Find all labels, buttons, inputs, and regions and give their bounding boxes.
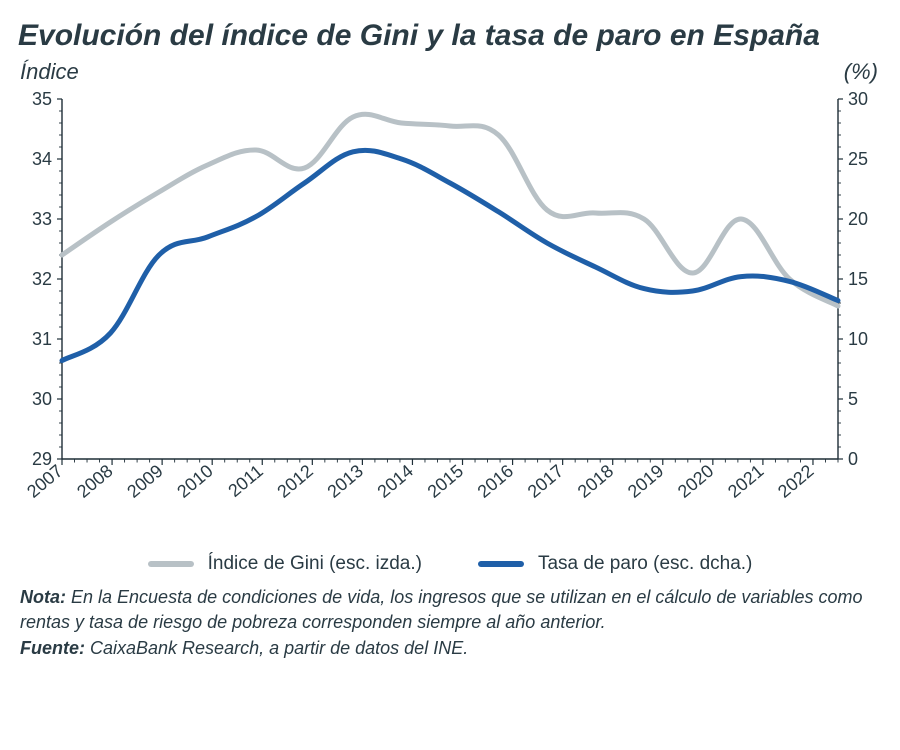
svg-text:2008: 2008 (73, 461, 117, 502)
legend-item-gini: Índice de Gini (esc. izda.) (148, 553, 422, 575)
legend-swatch-paro (478, 561, 524, 567)
legend-swatch-gini (148, 561, 194, 567)
svg-text:2019: 2019 (624, 461, 668, 502)
legend-label-gini: Índice de Gini (esc. izda.) (208, 553, 422, 575)
svg-text:35: 35 (32, 89, 52, 109)
series-gini (62, 115, 838, 307)
chart-title: Evolución del índice de Gini y la tasa d… (18, 18, 882, 53)
svg-text:2009: 2009 (123, 461, 167, 502)
svg-text:2016: 2016 (474, 461, 518, 502)
svg-text:15: 15 (848, 269, 868, 289)
svg-text:2011: 2011 (224, 461, 267, 501)
svg-text:32: 32 (32, 269, 52, 289)
note-label: Nota: (20, 587, 66, 607)
svg-text:2021: 2021 (724, 461, 768, 502)
svg-text:30: 30 (32, 389, 52, 409)
svg-text:5: 5 (848, 389, 858, 409)
svg-text:2010: 2010 (173, 461, 217, 502)
source-text: CaixaBank Research, a partir de datos de… (85, 638, 468, 658)
legend: Índice de Gini (esc. izda.) Tasa de paro… (18, 553, 882, 575)
svg-text:2017: 2017 (524, 461, 568, 502)
svg-text:31: 31 (32, 329, 52, 349)
svg-text:0: 0 (848, 449, 858, 469)
legend-item-paro: Tasa de paro (esc. dcha.) (478, 553, 752, 575)
source-label: Fuente: (20, 638, 85, 658)
svg-text:2022: 2022 (774, 461, 818, 502)
svg-text:34: 34 (32, 149, 52, 169)
svg-text:25: 25 (848, 149, 868, 169)
svg-text:30: 30 (848, 89, 868, 109)
footnotes: Nota: En la Encuesta de condiciones de v… (18, 585, 882, 660)
svg-text:2013: 2013 (323, 461, 367, 502)
svg-text:2020: 2020 (674, 461, 718, 502)
legend-label-paro: Tasa de paro (esc. dcha.) (538, 553, 752, 575)
svg-text:2012: 2012 (273, 461, 317, 502)
svg-text:20: 20 (848, 209, 868, 229)
svg-text:2014: 2014 (373, 461, 417, 502)
svg-text:10: 10 (848, 329, 868, 349)
note-text: En la Encuesta de condiciones de vida, l… (20, 587, 862, 631)
y-left-axis-label: Índice (20, 59, 79, 85)
y-right-axis-label: (%) (844, 59, 878, 85)
svg-text:2015: 2015 (424, 461, 468, 502)
dual-axis-line-chart: 2930313233343505101520253020072008200920… (18, 89, 882, 529)
svg-text:33: 33 (32, 209, 52, 229)
svg-text:2018: 2018 (574, 461, 618, 502)
